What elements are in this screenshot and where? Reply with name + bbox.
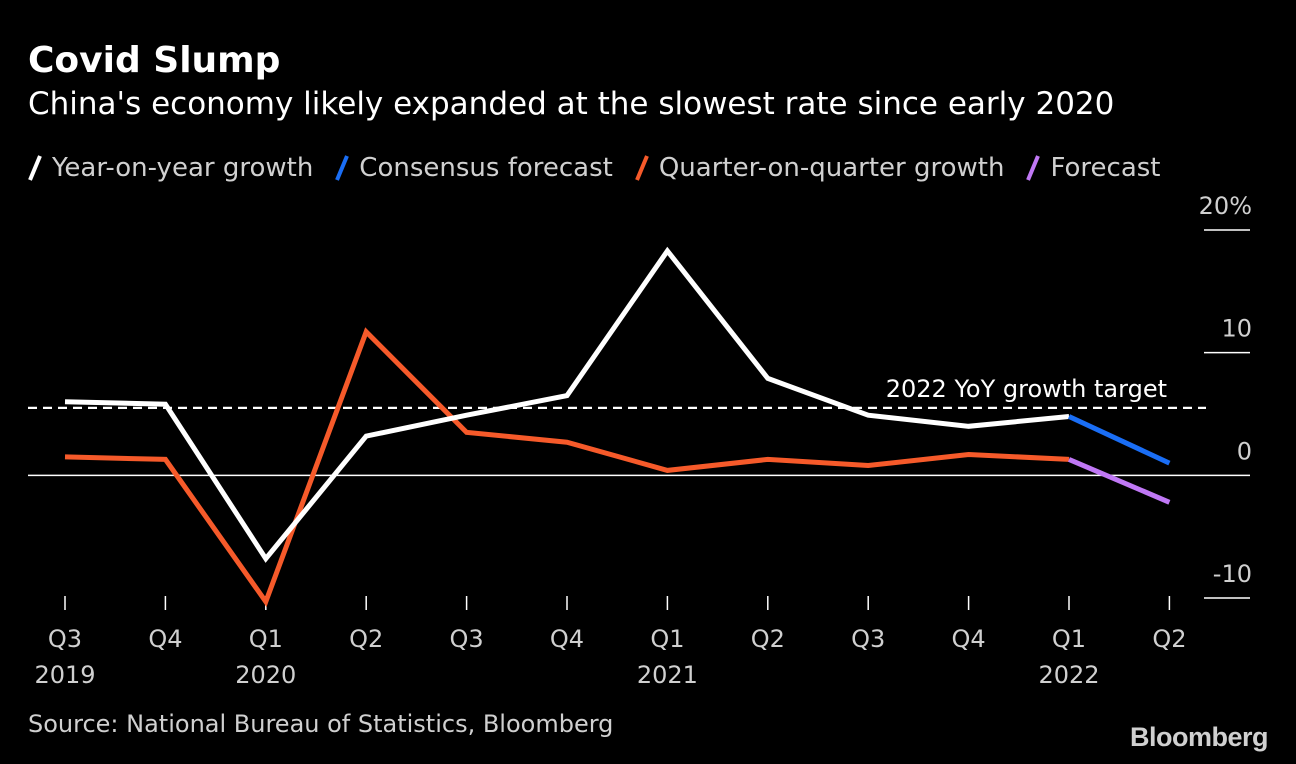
x-tick-label: Q4 (550, 625, 584, 653)
series-line-qoq-growth (64, 327, 1070, 608)
x-tick-year-label: 2021 (637, 661, 698, 689)
bloomberg-logo: Bloomberg (1129, 722, 1269, 752)
x-tick-year-label: 2020 (235, 661, 296, 689)
legend: Year-on-year growth Consensus forecast Q… (28, 150, 1183, 186)
x-tick-label: Q2 (349, 625, 383, 653)
x-tick-label: Q4 (148, 625, 182, 653)
series-line-forecast (1068, 457, 1171, 505)
legend-label: Consensus forecast (359, 153, 613, 183)
y-tick-label: 20% (1199, 192, 1252, 220)
legend-item-consensus: Consensus forecast (335, 153, 613, 183)
legend-label: Year-on-year growth (52, 153, 314, 183)
legend-item-forecast: Forecast (1026, 153, 1161, 183)
y-tick-label: 10 (1221, 315, 1252, 343)
legend-label: Forecast (1050, 153, 1161, 183)
legend-item-yoy: Year-on-year growth (28, 153, 313, 183)
legend-item-qoq: Quarter-on-quarter growth (634, 153, 1005, 183)
x-tick-year-label: 2022 (1038, 661, 1099, 689)
legend-label: Quarter-on-quarter growth (658, 153, 1005, 183)
x-tick-label: Q3 (851, 625, 885, 653)
x-tick-label: Q1 (1052, 625, 1086, 653)
legend-swatch-consensus (335, 154, 350, 182)
legend-swatch-qoq (634, 154, 649, 182)
x-tick-label: Q2 (1152, 625, 1186, 653)
y-tick-label: 0 (1237, 437, 1252, 465)
legend-swatch-forecast (1026, 154, 1041, 182)
x-tick-year-label: 2019 (34, 661, 95, 689)
chart-title: Covid Slump (28, 40, 281, 81)
x-tick-label: Q1 (650, 625, 684, 653)
chart-subtitle: China's economy likely expanded at the s… (28, 86, 1115, 122)
x-tick-label: Q4 (952, 625, 986, 653)
y-tick-label: -10 (1213, 560, 1252, 588)
target-reference-label: 2022 YoY growth target (886, 375, 1167, 403)
source-note: Source: National Bureau of Statistics, B… (28, 710, 614, 738)
x-tick-label: Q3 (48, 625, 82, 653)
x-tick-label: Q3 (450, 625, 484, 653)
series-line-yoy-growth (64, 246, 1070, 563)
series-line-consensus-forecast (1067, 414, 1171, 466)
x-tick-label: Q1 (249, 625, 283, 653)
x-tick-label: Q2 (751, 625, 785, 653)
legend-swatch-yoy (28, 154, 42, 182)
